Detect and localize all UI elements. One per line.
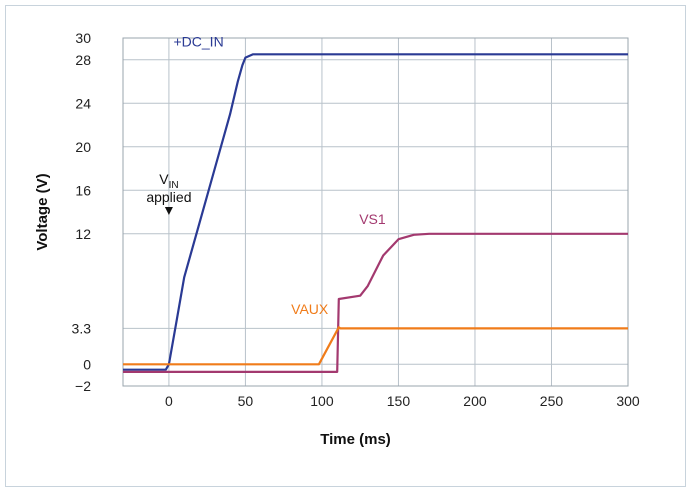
series-line-vs1 <box>123 232 628 373</box>
plot-area <box>122 37 629 387</box>
y-tick-label: 24 <box>75 95 91 111</box>
series-layer <box>123 53 628 373</box>
series-label: +DC_IN <box>174 34 224 50</box>
x-tick-label: 150 <box>387 393 411 409</box>
y-tick-label: 20 <box>75 139 91 155</box>
annotation-applied: applied <box>146 189 191 205</box>
series-label: VAUX <box>291 301 329 317</box>
series-line-vaux <box>123 326 628 366</box>
y-tick-label: 12 <box>75 226 91 242</box>
x-tick-label: 200 <box>463 393 487 409</box>
down-arrow-icon <box>164 207 173 215</box>
y-tick-label: 30 <box>75 30 91 46</box>
series-labels: +DC_IN VS1 VAUX <box>174 34 386 318</box>
y-tick-label: 0 <box>83 356 91 372</box>
annotation-vin: VIN <box>159 171 178 191</box>
y-tick-label: 16 <box>75 182 91 198</box>
series-line--dc-in <box>123 53 628 371</box>
y-tick-label: −2 <box>75 378 91 394</box>
y-tick-label: 28 <box>75 52 91 68</box>
y-axis-title: Voltage (V) <box>34 173 51 250</box>
x-tick-label: 0 <box>165 393 173 409</box>
chart-frame <box>5 5 686 487</box>
tick-labels: 0 50 100 150 200 250 300 −2 0 3.3 12 16 20 24 28 30 <box>72 30 640 409</box>
x-tick-label: 250 <box>540 393 564 409</box>
series-label: VS1 <box>359 211 386 227</box>
x-tick-label: 100 <box>310 393 334 409</box>
x-tick-label: 300 <box>616 393 640 409</box>
x-axis-title: Time (ms) <box>320 431 391 448</box>
y-tick-label: 3.3 <box>72 320 92 336</box>
x-tick-label: 50 <box>238 393 254 409</box>
